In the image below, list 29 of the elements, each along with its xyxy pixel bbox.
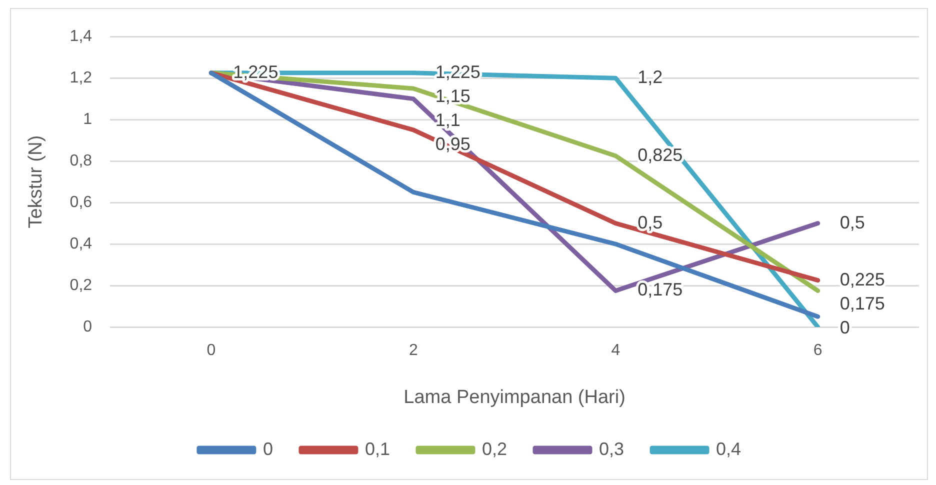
x-tick-label: 4	[611, 342, 620, 360]
legend-label: 0,3	[599, 438, 624, 459]
data-label: 0,175	[638, 280, 683, 300]
y-tick-label: 1,2	[70, 69, 92, 86]
y-tick-label: 0,6	[70, 194, 92, 211]
legend-label: 0,4	[716, 438, 742, 459]
y-tick-label: 0,4	[70, 235, 92, 252]
data-label: 0,175	[840, 293, 885, 314]
data-label: 1,225	[435, 62, 480, 82]
y-axis-title: Tekstur (N)	[26, 135, 47, 228]
data-label: 0,5	[840, 212, 865, 232]
y-tick-label: 1	[83, 110, 92, 128]
x-tick-label: 0	[206, 342, 216, 360]
data-label: 1,2	[638, 67, 663, 88]
data-label: 0,225	[840, 269, 885, 290]
y-tick-label: 0	[83, 318, 92, 336]
legend-label: 0	[262, 438, 273, 459]
x-tick-label: 2	[408, 342, 418, 360]
legend-label: 0,2	[482, 438, 508, 459]
y-tick-label: 1,4	[70, 28, 92, 46]
data-label: 1,225	[233, 62, 278, 82]
x-tick-label: 6	[813, 342, 822, 360]
legend-label: 0,1	[364, 438, 390, 459]
data-label: 1,1	[435, 110, 460, 130]
data-label: 0	[840, 317, 850, 338]
x-axis-title: Lama Penyimpanan (Hari)	[404, 386, 626, 408]
y-tick-label: 0,2	[70, 276, 92, 294]
data-label: 0,5	[638, 212, 663, 232]
y-tick-label: 0,8	[70, 152, 92, 170]
